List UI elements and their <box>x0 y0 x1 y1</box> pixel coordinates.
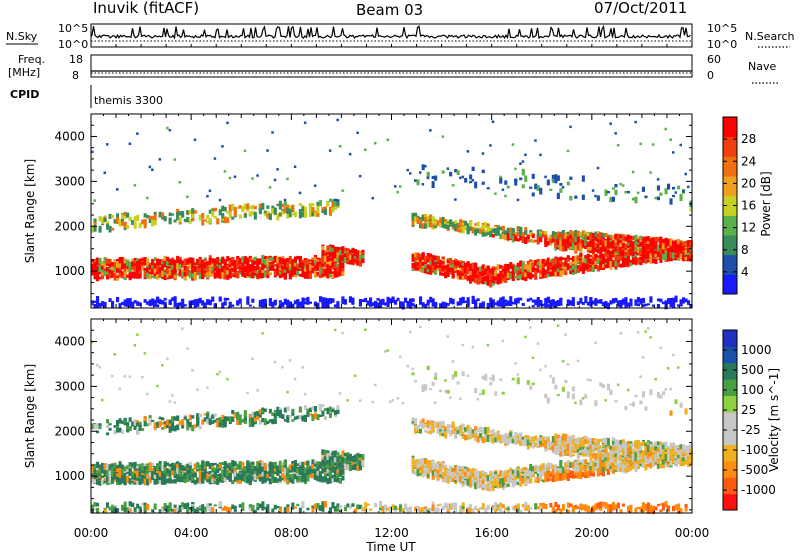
colorbar-tick-label: 500 <box>741 363 764 377</box>
freq-label: Freq. <box>18 53 45 66</box>
nsky-trace <box>90 24 693 47</box>
station-title: Inuvik (fitACF) <box>93 0 199 17</box>
velocity-y-ticks: 1000 2000 3000 4000 <box>54 318 692 511</box>
y-tick-label: 1000 <box>54 264 85 278</box>
x-tick-label: 08:00 <box>274 526 309 540</box>
colorbar-tick-label: 16 <box>741 199 756 213</box>
colorbar-tick-label: 100 <box>741 383 764 397</box>
colorbar-tick-label: -100 <box>741 443 768 457</box>
colorbar-segment <box>723 117 737 138</box>
x-tick-label: 20:00 <box>575 526 610 540</box>
nsky-panel-frame <box>90 23 693 48</box>
colorbar-tick-label: -1000 <box>741 483 776 497</box>
colorbar-segment <box>723 362 737 380</box>
nave-tick-bottom: 0 <box>707 69 714 82</box>
colorbar-segment <box>723 428 737 446</box>
x-tick-label: 00:00 <box>675 526 710 540</box>
y-tick-label: 1000 <box>54 469 85 483</box>
velocity-colorbar <box>722 329 738 511</box>
x-tick-label: 04:00 <box>174 526 209 540</box>
velocity-colorbar-ticks: -1000 -500 -100 -25 25 100 500 1000 <box>723 343 776 497</box>
colorbar-segment <box>723 493 737 511</box>
power-colorbar-ticks: 4 8 12 16 20 24 28 <box>723 132 756 279</box>
colorbar-tick-label: 24 <box>741 154 756 168</box>
x-tick-label: 12:00 <box>374 526 409 540</box>
velocity-panel-frame <box>90 318 693 514</box>
colorbar-segment <box>723 395 737 413</box>
velocity-ylabel: Slant Range [km] <box>23 364 37 468</box>
nsearch-tick-bottom: 10^0 <box>707 38 737 51</box>
y-tick-label: 3000 <box>54 379 85 393</box>
x-tick-label: 00:00 <box>74 526 109 540</box>
colorbar-tick-label: 28 <box>741 132 756 146</box>
colorbar-segment <box>723 215 737 236</box>
nsearch-tick-top: 10^5 <box>707 22 737 35</box>
nave-label: Nave <box>748 60 776 73</box>
colorbar-tick-label: 25 <box>741 403 756 417</box>
nsky-label: N.Sky <box>6 30 38 43</box>
cpid-label: CPID <box>10 88 39 101</box>
colorbar-segment <box>723 274 737 295</box>
y-tick-label: 4000 <box>54 130 85 144</box>
x-tick-label: 16:00 <box>474 526 509 540</box>
y-tick-label: 3000 <box>54 174 85 188</box>
colorbar-segment <box>723 379 737 396</box>
power-ylabel: Slant Range [km] <box>23 159 37 263</box>
y-tick-label: 2000 <box>54 219 85 233</box>
colorbar-segment <box>723 156 737 177</box>
velocity-colorbar-label: Velocity [m s^-1] <box>767 368 781 472</box>
power-y-ticks: 1000 2000 3000 4000 <box>54 113 692 306</box>
date-title: 07/Oct/2011 <box>594 0 687 17</box>
power-colorbar-label: Power [dB] <box>759 171 773 236</box>
colorbar-segment <box>723 460 737 478</box>
y-tick-label: 2000 <box>54 424 85 438</box>
colorbar-segment <box>723 411 737 429</box>
y-tick-label: 4000 <box>54 335 85 349</box>
colorbar-segment <box>723 254 737 275</box>
cpid-value: themis 3300 <box>94 94 163 107</box>
nave-tick-top: 60 <box>707 53 721 66</box>
time-axis-title: Time UT <box>365 540 416 554</box>
colorbar-segment <box>723 195 737 216</box>
colorbar-tick-label: 20 <box>741 176 756 190</box>
power-x-ticks <box>90 114 693 308</box>
beam-title: Beam 03 <box>356 1 423 19</box>
velocity-x-ticks <box>90 319 693 513</box>
colorbar-tick-label: 12 <box>741 221 756 235</box>
colorbar-tick-label: 8 <box>741 243 749 257</box>
colorbar-segment <box>723 235 737 256</box>
power-data-pixels <box>91 118 693 310</box>
velocity-data-pixels <box>91 324 693 515</box>
nsearch-label: N.Search <box>745 30 795 43</box>
time-axis-labels: 00:00 04:00 08:00 12:00 16:00 20:00 00:00 <box>74 526 710 540</box>
colorbar-segment <box>723 330 737 347</box>
freq-tick-bottom: 8 <box>72 69 79 82</box>
colorbar-segment <box>723 176 737 197</box>
colorbar-segment <box>723 477 737 495</box>
colorbar-tick-label: 4 <box>741 265 749 279</box>
colorbar-segment <box>723 346 737 364</box>
freq-unit: [MHz] <box>8 66 40 79</box>
freq-tick-top: 18 <box>69 53 83 66</box>
colorbar-segment <box>723 444 737 462</box>
colorbar-tick-label: -25 <box>741 423 761 437</box>
freq-panel-frame <box>90 54 693 78</box>
colorbar-tick-label: -500 <box>741 463 768 477</box>
nsky-tick-top: 10^5 <box>58 22 88 35</box>
colorbar-tick-label: 1000 <box>741 343 772 357</box>
colorbar-segment <box>723 136 737 157</box>
nsky-tick-bottom: 10^0 <box>58 38 88 51</box>
